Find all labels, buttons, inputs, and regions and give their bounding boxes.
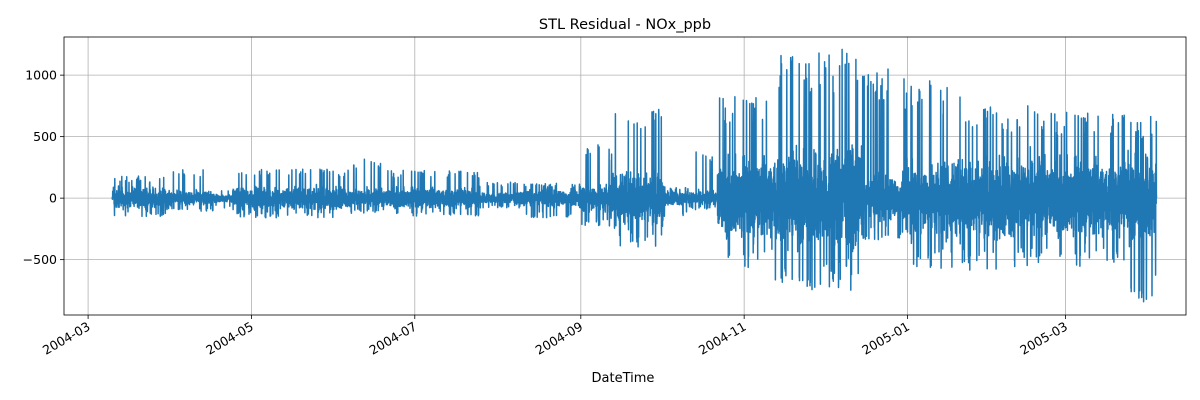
y-tick-label: 500 <box>33 129 57 144</box>
x-tick-label: 2004-05 <box>203 319 256 358</box>
y-tick-label: 0 <box>49 191 57 206</box>
y-axis: −500 0 500 1000 <box>23 68 64 267</box>
x-tick-label: 2004-07 <box>367 319 420 358</box>
y-tick-label: 1000 <box>25 68 57 83</box>
x-axis-label: DateTime <box>592 371 655 386</box>
x-tick-label: 2004-09 <box>533 319 586 358</box>
plot-area <box>111 48 1158 303</box>
x-axis: 2004-03 2004-05 2004-07 2004-09 2004-11 2005-… <box>40 315 1070 358</box>
x-tick-label: 2005-03 <box>1017 319 1070 358</box>
y-tick-label: −500 <box>23 252 57 267</box>
residual-series-line <box>111 48 1158 303</box>
axes-frame <box>63 36 1187 316</box>
x-tick-label: 2004-03 <box>40 319 93 358</box>
x-tick-label: 2004-11 <box>696 319 749 358</box>
chart-title: STL Residual - NOx_ppb <box>539 17 711 33</box>
x-tick-label: 2005-01 <box>859 319 912 358</box>
